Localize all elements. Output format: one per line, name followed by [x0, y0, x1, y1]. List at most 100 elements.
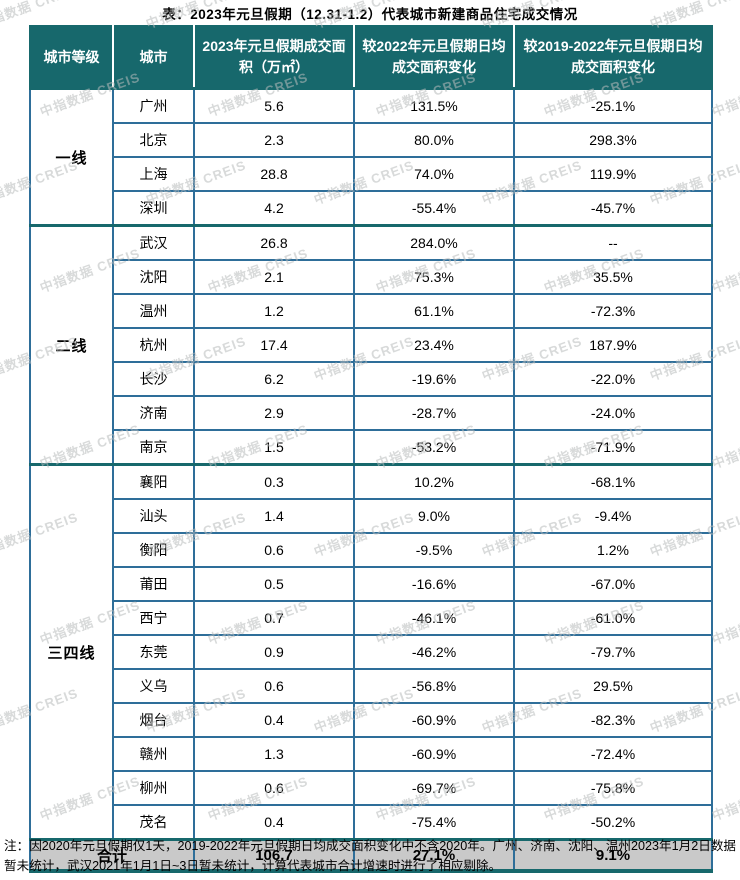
area-cell: 0.3 [193, 463, 355, 500]
vs2022-cell: -53.2% [353, 429, 515, 466]
vs2022-cell: -46.2% [353, 634, 515, 670]
total-vs2019-2022: 9.1% [513, 838, 713, 873]
vs2019-2022-cell: 29.5% [513, 668, 713, 704]
vs2022-cell: 80.0% [353, 122, 515, 158]
total-area: 106.7 [193, 838, 355, 873]
table-row: 济南 2.9 -28.7% -24.0% [30, 395, 713, 431]
city-cell: 北京 [112, 122, 195, 158]
watermark-text: 中指数据 CREIS [709, 773, 740, 824]
vs2022-cell: -60.9% [353, 702, 515, 738]
vs2019-2022-cell: -50.2% [513, 804, 713, 841]
watermark-text: 中指数据 CREIS [709, 597, 740, 648]
watermark-text: 中指数据 CREIS [709, 69, 740, 120]
city-cell: 莆田 [112, 566, 195, 602]
city-cell: 上海 [112, 156, 195, 192]
city-cell: 深圳 [112, 190, 195, 227]
vs2022-cell: 74.0% [353, 156, 515, 192]
table-row: 温州 1.2 61.1% -72.3% [30, 293, 713, 329]
area-cell: 0.6 [193, 668, 355, 704]
total-row: 合计 106.7 27.1% 9.1% [29, 838, 713, 873]
city-cell: 温州 [112, 293, 195, 329]
area-cell: 2.1 [193, 259, 355, 295]
tier-cell: 二线 [29, 224, 114, 466]
area-cell: 17.4 [193, 327, 355, 363]
table-row: 西宁 0.7 -46.1% -61.0% [30, 600, 713, 636]
city-cell: 东莞 [112, 634, 195, 670]
table-row: 南京 1.5 -53.2% -71.9% [30, 429, 713, 466]
area-cell: 0.4 [193, 804, 355, 841]
column-header-2: 2023年元旦假期成交面积（万㎡） [193, 26, 354, 90]
vs2019-2022-cell: 298.3% [513, 122, 713, 158]
vs2022-cell: 9.0% [353, 498, 515, 534]
column-header-4: 较2019-2022年元旦假期日均成交面积变化 [513, 26, 712, 90]
column-header-0: 城市等级 [29, 26, 113, 90]
vs2019-2022-cell: -72.4% [513, 736, 713, 772]
vs2022-cell: -60.9% [353, 736, 515, 772]
table-footer: 合计 106.7 27.1% 9.1% [29, 838, 713, 873]
table-body: 一线 广州 5.6 131.5% -25.1% 北京 2.3 80.0% 298.3% 上海 28.… [29, 87, 713, 841]
city-cell: 济南 [112, 395, 195, 431]
table-title: 表：2023年元旦假期（12.31-1.2）代表城市新建商品住宅成交情况 [162, 7, 578, 22]
city-cell: 襄阳 [112, 463, 195, 500]
vs2019-2022-cell: -45.7% [513, 190, 713, 227]
vs2019-2022-cell: 35.5% [513, 259, 713, 295]
vs2022-cell: -56.8% [353, 668, 515, 704]
area-cell: 0.6 [193, 532, 355, 568]
watermark-text: 中指数据 CREIS [709, 245, 740, 296]
area-cell: 0.5 [193, 566, 355, 602]
vs2019-2022-cell: -72.3% [513, 293, 713, 329]
table-row: 深圳 4.2 -55.4% -45.7% [30, 190, 713, 227]
city-cell: 衡阳 [112, 532, 195, 568]
table-row: 衡阳 0.6 -9.5% 1.2% [30, 532, 713, 568]
vs2019-2022-cell: -24.0% [513, 395, 713, 431]
table-row: 长沙 6.2 -19.6% -22.0% [30, 361, 713, 397]
area-cell: 4.2 [193, 190, 355, 227]
city-cell: 杭州 [112, 327, 195, 363]
city-cell: 赣州 [112, 736, 195, 772]
table-row: 义乌 0.6 -56.8% 29.5% [30, 668, 713, 704]
vs2022-cell: -55.4% [353, 190, 515, 227]
vs2019-2022-cell: -9.4% [513, 498, 713, 534]
area-cell: 1.2 [193, 293, 355, 329]
table-row: 茂名 0.4 -75.4% -50.2% [30, 804, 713, 841]
city-cell: 广州 [112, 87, 195, 124]
vs2022-cell: -16.6% [353, 566, 515, 602]
city-cell: 西宁 [112, 600, 195, 636]
vs2022-cell: 10.2% [353, 463, 515, 500]
table-row: 一线 广州 5.6 131.5% -25.1% [29, 87, 713, 227]
watermark-text: 中指数据 CREIS [709, 421, 740, 472]
city-cell: 长沙 [112, 361, 195, 397]
vs2022-cell: -28.7% [353, 395, 515, 431]
vs2019-2022-cell: 187.9% [513, 327, 713, 363]
area-cell: 1.5 [193, 429, 355, 466]
vs2019-2022-cell: -25.1% [513, 87, 713, 124]
vs2022-cell: 75.3% [353, 259, 515, 295]
footnote: 注：因2020年元旦假期仅1天，2019-2022年元旦假期日均成交面积变化中不… [4, 839, 737, 873]
table-row: 二线 武汉 26.8 284.0% -- [29, 224, 713, 466]
tier-cell: 三四线 [29, 463, 114, 841]
area-cell: 1.4 [193, 498, 355, 534]
city-cell: 南京 [112, 429, 195, 466]
vs2022-cell: 23.4% [353, 327, 515, 363]
area-cell: 1.3 [193, 736, 355, 772]
vs2019-2022-cell: -- [513, 224, 713, 261]
area-cell: 0.4 [193, 702, 355, 738]
table-row: 柳州 0.6 -69.7% -75.8% [30, 770, 713, 806]
area-cell: 5.6 [193, 87, 355, 124]
table-header: 城市等级 城市 2023年元旦假期成交面积（万㎡） 较2022年元旦假期日均成交面积变… [29, 26, 712, 90]
table-row: 上海 28.8 74.0% 119.9% [30, 156, 713, 192]
header-row: 城市等级 城市 2023年元旦假期成交面积（万㎡） 较2022年元旦假期日均成交面积变… [29, 26, 712, 90]
city-cell: 义乌 [112, 668, 195, 704]
vs2019-2022-cell: 1.2% [513, 532, 713, 568]
table-row: 沈阳 2.1 75.3% 35.5% [30, 259, 713, 295]
area-cell: 0.6 [193, 770, 355, 806]
table-row: 北京 2.3 80.0% 298.3% [30, 122, 713, 158]
city-cell: 烟台 [112, 702, 195, 738]
vs2022-cell: -69.7% [353, 770, 515, 806]
tier-cell: 一线 [29, 87, 114, 227]
vs2019-2022-cell: -61.0% [513, 600, 713, 636]
table-row: 烟台 0.4 -60.9% -82.3% [30, 702, 713, 738]
vs2022-cell: -19.6% [353, 361, 515, 397]
table-row: 赣州 1.3 -60.9% -72.4% [30, 736, 713, 772]
